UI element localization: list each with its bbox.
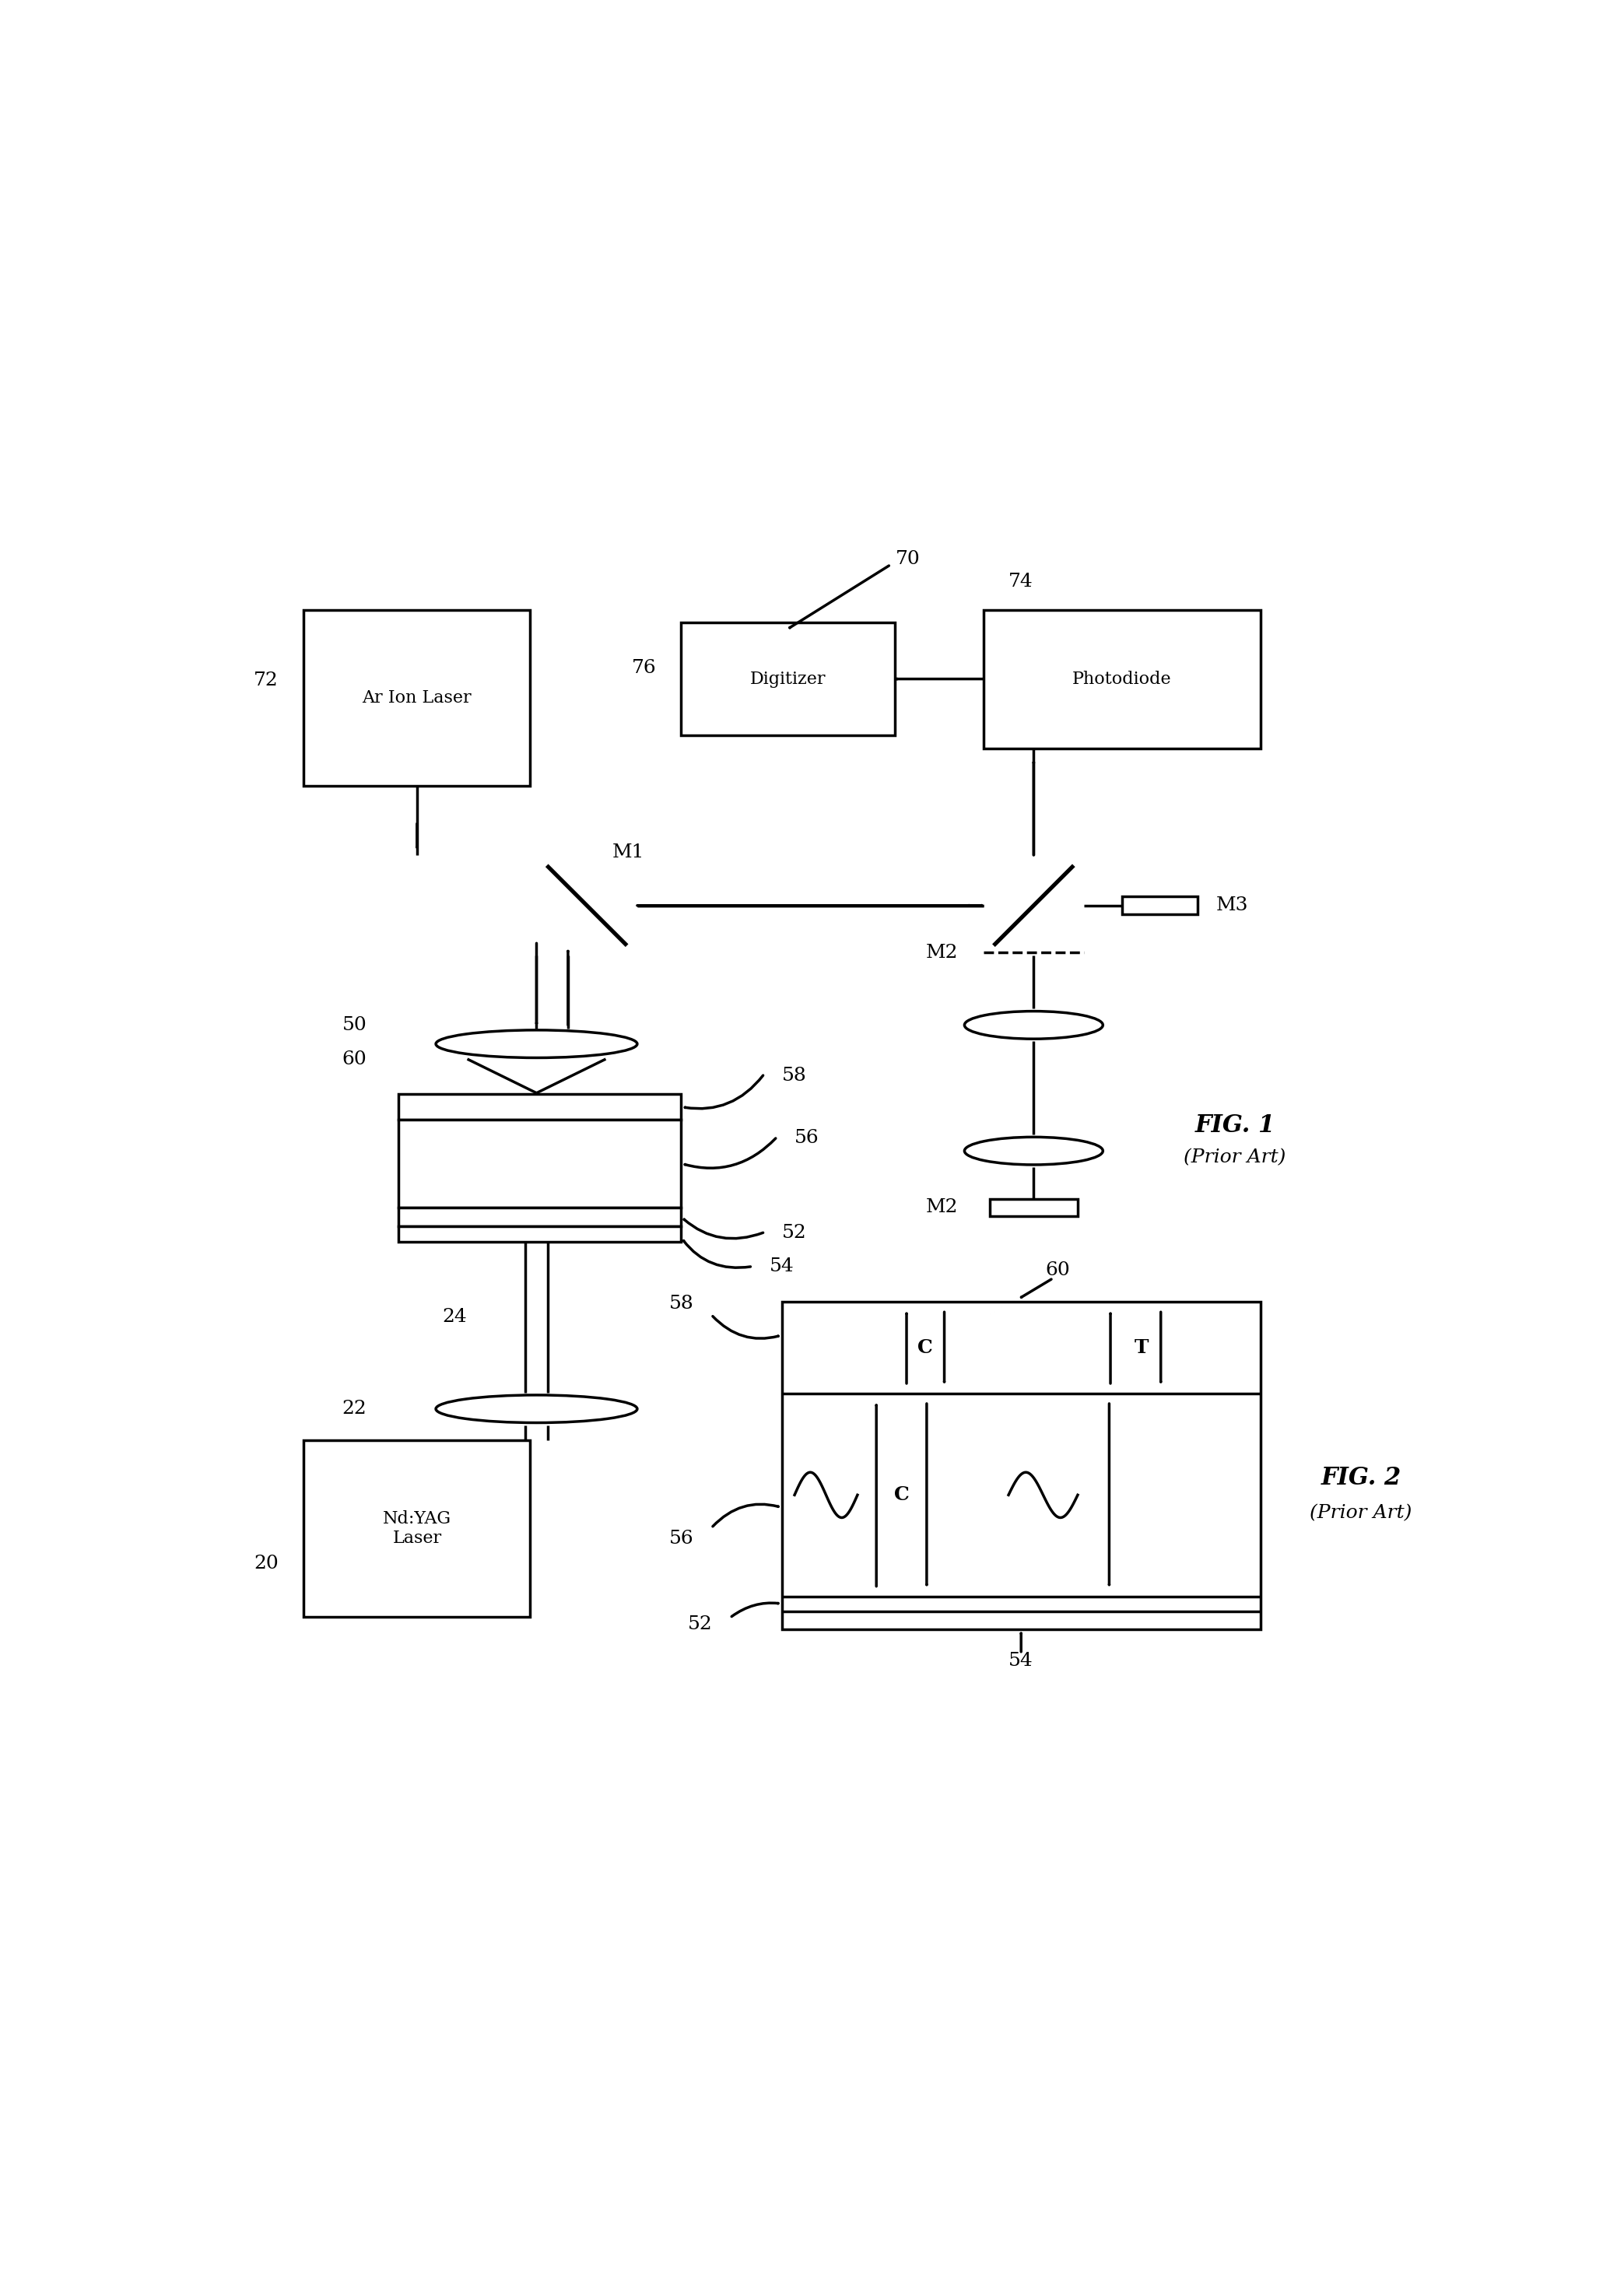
Text: (Prior Art): (Prior Art)	[1311, 1504, 1411, 1522]
Ellipse shape	[435, 1030, 637, 1057]
Text: 54: 54	[1009, 1652, 1033, 1671]
Bar	[682, 622, 895, 736]
Text: 56: 56	[794, 1130, 818, 1146]
Ellipse shape	[965, 1137, 1103, 1165]
Text: 70: 70	[895, 552, 921, 567]
Text: 52: 52	[783, 1224, 807, 1242]
Text: 58: 58	[783, 1067, 807, 1085]
Bar	[1122, 896, 1197, 914]
Text: FIG. 2: FIG. 2	[1320, 1465, 1402, 1490]
Bar	[398, 1226, 682, 1242]
Bar	[989, 1199, 1078, 1217]
Text: Digitizer: Digitizer	[750, 670, 827, 688]
Text: M1: M1	[612, 843, 645, 861]
Text: C: C	[918, 1338, 934, 1356]
Text: M3: M3	[1216, 896, 1249, 914]
Bar	[783, 1301, 1260, 1629]
Text: M2: M2	[926, 1199, 958, 1217]
Text: Nd:YAG
Laser: Nd:YAG Laser	[383, 1511, 451, 1547]
Text: 76: 76	[632, 659, 656, 677]
Text: 24: 24	[443, 1308, 468, 1326]
Text: 50: 50	[343, 1016, 367, 1035]
Text: Ar Ion Laser: Ar Ion Laser	[362, 688, 471, 706]
Text: C: C	[893, 1486, 909, 1504]
Text: 60: 60	[343, 1051, 367, 1069]
Text: 56: 56	[669, 1529, 693, 1547]
Text: 54: 54	[770, 1258, 794, 1276]
Text: 22: 22	[343, 1399, 367, 1418]
Bar	[304, 1440, 529, 1616]
Bar	[304, 611, 529, 786]
Text: 58: 58	[669, 1294, 693, 1313]
Text: Photodiode: Photodiode	[1072, 670, 1171, 688]
Ellipse shape	[965, 1012, 1103, 1039]
Text: 20: 20	[253, 1554, 279, 1573]
Ellipse shape	[435, 1395, 637, 1422]
Text: 72: 72	[253, 672, 279, 688]
Text: 74: 74	[1009, 572, 1033, 590]
Text: 60: 60	[1046, 1263, 1070, 1279]
Text: M2: M2	[926, 944, 958, 962]
Bar	[398, 1208, 682, 1226]
Text: (Prior Art): (Prior Art)	[1184, 1149, 1286, 1167]
Bar	[398, 1094, 682, 1119]
Bar	[398, 1119, 682, 1208]
Text: T: T	[1135, 1338, 1150, 1356]
Text: 52: 52	[689, 1616, 713, 1634]
Text: FIG. 1: FIG. 1	[1195, 1114, 1275, 1137]
Bar	[984, 611, 1260, 748]
